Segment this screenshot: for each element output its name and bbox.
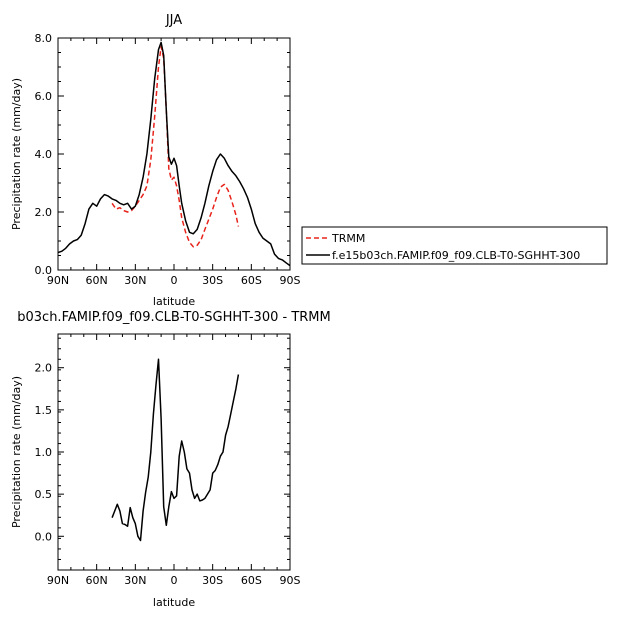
panel-top: JJA 90N 60N 30N 0 30S 60S 90S 0.02.04.06.08.0 … [10, 13, 301, 308]
x-tick-label: 60S [241, 274, 262, 287]
y-tick-label: 0.0 [35, 264, 53, 277]
series-group [111, 358, 240, 542]
x-tick-label: 90N [47, 274, 69, 287]
series-line-0 [111, 358, 240, 542]
y-axis: 0.0 0.5 1.0 1.5 2.0 [35, 337, 290, 571]
x-tick-label: 60S [241, 574, 262, 587]
y-tick-label: 1.5 [35, 404, 53, 417]
y-tick-label: 0.0 [35, 530, 53, 543]
x-tick-label: 0 [171, 274, 178, 287]
panel-bottom: b03ch.FAMIP.f09_f09.CLB-T0-SGHHT-300 - T… [10, 310, 331, 609]
x-tick-label: 0 [171, 574, 178, 587]
x-tick-label: 90N [47, 574, 69, 587]
x-tick-label: 60N [86, 274, 108, 287]
y-tick-label: 1.0 [35, 446, 53, 459]
x-tick-label: 90S [280, 574, 301, 587]
series-group [57, 41, 291, 267]
x-tick-label: 60N [86, 574, 108, 587]
x-tick-label: 30S [202, 574, 223, 587]
y-tick-label: 2.0 [35, 206, 53, 219]
x-tick-label: 30N [124, 574, 146, 587]
series-line-1 [57, 41, 291, 267]
chart-title: JJA [165, 13, 182, 28]
legend: TRMM f.e15b03ch.FAMIP.f09_f09.CLB-T0-SGH… [301, 226, 608, 265]
y-tick-label: 2.0 [35, 362, 53, 375]
y-axis-label: Precipitation rate (mm/day) [10, 78, 23, 230]
plot-frame [57, 37, 291, 271]
legend-label-trmm: TRMM [331, 232, 365, 245]
x-tick-label: 90S [280, 274, 301, 287]
x-axis-label: latitude [153, 596, 195, 609]
legend-box [301, 226, 608, 265]
x-tick-label: 30N [124, 274, 146, 287]
x-axis-label: latitude [153, 295, 195, 308]
x-tick-label: 30S [202, 274, 223, 287]
plot-frame [57, 333, 291, 571]
chart-title-difference: b03ch.FAMIP.f09_f09.CLB-T0-SGHHT-300 - T… [17, 310, 331, 325]
series-line-0 [111, 45, 240, 248]
legend-label-model: f.e15b03ch.FAMIP.f09_f09.CLB-T0-SGHHT-30… [332, 249, 580, 262]
y-tick-label: 6.0 [35, 90, 53, 103]
y-axis-label: Precipitation rate (mm/day) [10, 376, 23, 528]
x-axis: 90N 60N 30N 0 30S 60S 90S [47, 38, 301, 287]
y-axis: 0.0 2.0 4.0 6.0 8.0 [35, 32, 290, 277]
y-tick-label: 0.5 [35, 488, 53, 501]
x-axis: 90N 60N 30N 0 30S 60S 90S [47, 334, 301, 587]
y-tick-label: 4.0 [35, 148, 53, 161]
y-tick-label: 8.0 [35, 32, 53, 45]
